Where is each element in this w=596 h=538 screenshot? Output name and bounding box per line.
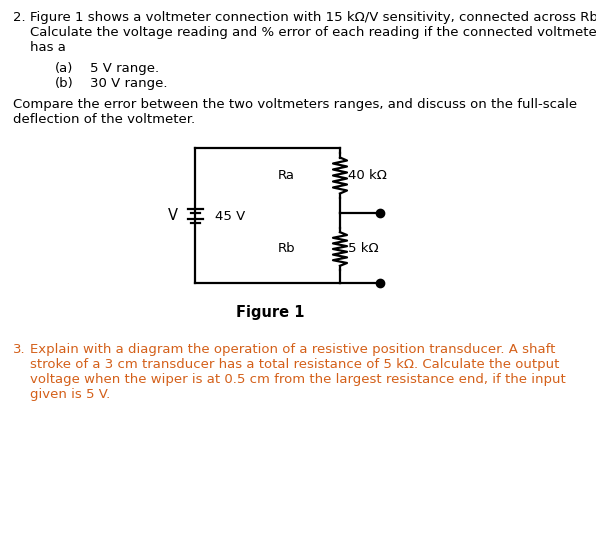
Text: Figure 1: Figure 1: [236, 305, 304, 320]
Text: voltage when the wiper is at 0.5 cm from the largest resistance end, if the inpu: voltage when the wiper is at 0.5 cm from…: [30, 373, 566, 386]
Text: given is 5 V.: given is 5 V.: [30, 388, 110, 401]
Text: Figure 1 shows a voltmeter connection with 15 kΩ/V sensitivity, connected across: Figure 1 shows a voltmeter connection wi…: [30, 11, 596, 24]
Text: Calculate the voltage reading and % error of each reading if the connected voltm: Calculate the voltage reading and % erro…: [30, 26, 596, 39]
Text: 40 kΩ: 40 kΩ: [348, 169, 387, 182]
Text: 45 V: 45 V: [215, 209, 245, 223]
Text: V: V: [168, 209, 178, 223]
Text: (b): (b): [55, 77, 74, 90]
Text: Ra: Ra: [278, 169, 295, 182]
Text: 5 kΩ: 5 kΩ: [348, 243, 378, 256]
Text: stroke of a 3 cm transducer has a total resistance of 5 kΩ. Calculate the output: stroke of a 3 cm transducer has a total …: [30, 358, 560, 371]
Text: 5 V range.: 5 V range.: [90, 62, 159, 75]
Text: deflection of the voltmeter.: deflection of the voltmeter.: [13, 113, 195, 126]
Text: Explain with a diagram the operation of a resistive position transducer. A shaft: Explain with a diagram the operation of …: [30, 343, 555, 356]
Text: Compare the error between the two voltmeters ranges, and discuss on the full-sca: Compare the error between the two voltme…: [13, 98, 577, 111]
Text: 30 V range.: 30 V range.: [90, 77, 167, 90]
Text: has a: has a: [30, 41, 66, 54]
Text: (a): (a): [55, 62, 73, 75]
Text: Rb: Rb: [277, 243, 295, 256]
Text: 2.: 2.: [13, 11, 26, 24]
Text: 3.: 3.: [13, 343, 26, 356]
